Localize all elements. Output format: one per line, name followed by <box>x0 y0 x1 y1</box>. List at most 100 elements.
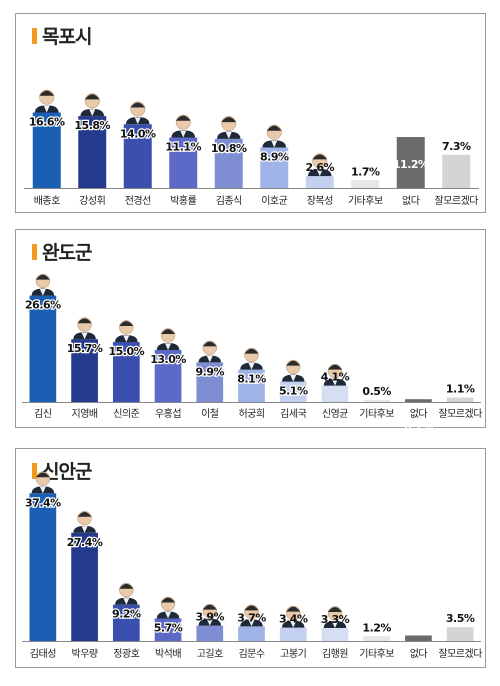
bar <box>446 627 474 641</box>
data-label: 8.1% <box>237 373 266 386</box>
chart-panel-wando: 완도군 26.6% 김신 15.7% 지영배 15.0% 신의준 13.0% 우홍섭 9.9% 이… <box>15 229 486 429</box>
data-label: 3.5% <box>446 612 475 625</box>
category-label: 신영균 <box>322 408 348 420</box>
category-label: 이호균 <box>261 195 287 207</box>
data-label: 37.4% <box>25 496 61 509</box>
bar <box>238 369 265 402</box>
bar <box>279 627 307 641</box>
category-label: 이철 <box>201 408 219 420</box>
category-label: 허궁희 <box>238 408 264 420</box>
category-label: 박홍률 <box>170 194 196 207</box>
bar <box>363 636 391 641</box>
candidate-photo-icon <box>216 116 241 139</box>
category-label: 잘모르겠다 <box>435 195 479 207</box>
bar <box>112 342 140 402</box>
candidate-photo-icon <box>34 89 59 113</box>
category-label: 기타후보 <box>359 648 394 660</box>
candidate-photo-icon <box>240 347 263 370</box>
chart-title-text: 목포시 <box>42 26 92 48</box>
data-label: 1.4% <box>404 656 433 669</box>
bar <box>32 112 61 188</box>
data-label: 26.6% <box>25 299 61 312</box>
chart-title: 완도군 <box>32 238 92 265</box>
bar <box>196 362 224 402</box>
data-label: 3.7% <box>237 611 266 624</box>
category-label: 기타후보 <box>348 195 383 207</box>
candidate-photo-icon <box>282 605 305 628</box>
bar <box>405 635 432 641</box>
category-label: 김세국 <box>280 408 306 420</box>
category-label: 김태성 <box>30 648 56 660</box>
candidate-photo-icon <box>115 582 138 605</box>
title-marker-icon <box>32 463 37 479</box>
data-label: 9.2% <box>112 608 141 621</box>
bar <box>112 604 140 641</box>
title-marker-icon <box>32 28 37 44</box>
category-label: 없다 <box>410 647 428 660</box>
chart-title: 목포시 <box>32 22 92 49</box>
data-label: 3.4% <box>279 613 308 626</box>
title-marker-icon <box>32 244 37 260</box>
category-label: 지영배 <box>72 408 98 420</box>
bar <box>405 399 432 402</box>
data-label: 3.3% <box>321 613 350 626</box>
candidate-photo-icon <box>31 273 55 296</box>
bar <box>71 532 98 641</box>
candidate-photo-icon <box>323 606 347 628</box>
data-label: 0.5% <box>362 385 391 398</box>
category-label: 박우량 <box>72 648 98 660</box>
bar <box>71 339 98 402</box>
candidate-photo-icon <box>31 471 55 494</box>
chart-panel-sinan: 신안군 37.4% 김태성 27.4% 박우량 9.2% 정광호 5.7% 박석배 3.9% 고길… <box>15 448 486 669</box>
candidate-photo-icon <box>125 101 150 125</box>
data-label: 1.7% <box>351 165 380 178</box>
candidate-photo-icon <box>307 153 332 177</box>
bar-chart-mokpo: 16.6% 배종호 15.8% 강성휘 14.0% 전경선 11.1% 박홍률 10.8% 김종식… <box>24 89 479 207</box>
bar <box>29 295 57 402</box>
category-label: 김문수 <box>238 648 264 660</box>
category-label: 박석배 <box>155 648 181 660</box>
bar <box>196 625 224 641</box>
candidate-photo-icon <box>80 93 105 117</box>
data-label: 14.0% <box>120 127 156 140</box>
category-label: 정광호 <box>113 648 139 660</box>
candidate-photo-icon <box>73 317 96 340</box>
category-label: 잘모르겠다 <box>438 648 482 660</box>
candidate-photo-icon <box>282 359 305 382</box>
bar <box>396 137 425 188</box>
chart-panel-mokpo: 목포시 16.6% 배종호 15.8% 강성휘 14.0% 전경선 11.1% 박홍률 10.8… <box>15 13 486 213</box>
data-label: 4.1% <box>321 371 350 384</box>
chart-title-text: 신안군 <box>42 461 92 483</box>
category-label: 전경선 <box>125 194 151 207</box>
category-label: 배종호 <box>34 195 60 207</box>
data-label: 11.2% <box>393 158 429 171</box>
bar <box>279 381 307 402</box>
category-label: 기타후보 <box>359 408 394 420</box>
bar <box>321 385 349 402</box>
candidate-photo-icon <box>156 596 180 619</box>
data-label: 5.1% <box>279 385 308 398</box>
data-label: 13.0% <box>150 353 186 366</box>
category-label: 강성휘 <box>79 195 105 207</box>
candidate-photo-icon <box>240 604 263 627</box>
bar <box>78 116 107 188</box>
data-label: 1.1% <box>446 383 475 396</box>
bar <box>321 627 349 641</box>
data-label: 8.9% <box>260 151 289 164</box>
bar <box>363 400 391 402</box>
category-label: 없다 <box>410 407 428 420</box>
bar-chart-wando: 26.6% 김신 15.7% 지영배 15.0% 신의준 13.0% 우홍섭 9.9% 이철 8.1… <box>22 273 483 429</box>
bar <box>446 397 474 402</box>
candidate-photo-icon <box>171 114 196 138</box>
category-label: 없다 <box>402 194 420 207</box>
data-label: 11.1% <box>165 140 201 153</box>
bar <box>214 138 243 188</box>
data-label: 10.8% <box>211 142 247 155</box>
bar <box>154 350 182 402</box>
category-label: 신의준 <box>113 408 139 420</box>
candidate-photo-icon <box>73 510 96 533</box>
data-label: 16.6% <box>29 115 65 128</box>
bar <box>169 137 198 188</box>
category-label: 김신 <box>34 408 52 420</box>
bar <box>351 180 380 188</box>
